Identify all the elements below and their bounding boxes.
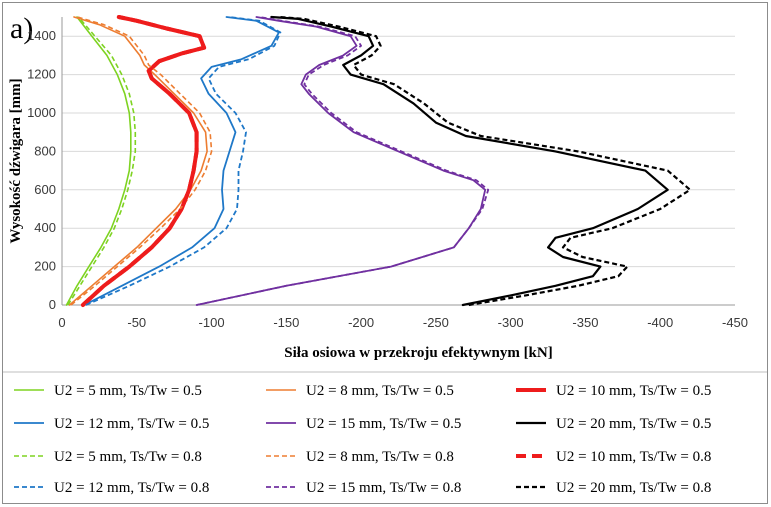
x-tick-label: -300 [498, 315, 524, 330]
legend-label: U2 = 10 mm, Ts/Tw = 0.8 [556, 449, 711, 465]
x-tick-label: -50 [127, 315, 146, 330]
x-tick-label: -100 [199, 315, 225, 330]
legend-label: U2 = 5 mm, Ts/Tw = 0.5 [54, 383, 202, 399]
x-tick-label: 0 [58, 315, 65, 330]
y-axis-title: Wysokość dźwigara [mm] [8, 78, 24, 243]
x-tick-label: -450 [722, 315, 748, 330]
series-line-10 [85, 16, 282, 306]
y-tick-label: 800 [34, 143, 56, 158]
series-line-1 [65, 16, 132, 306]
series-line-9 [81, 15, 207, 307]
x-tick-label: -350 [572, 315, 598, 330]
y-tick-label: 0 [49, 297, 56, 312]
legend-label: U2 = 20 mm, Ts/Tw = 0.8 [556, 480, 711, 496]
legend-label: U2 = 12 mm, Ts/Tw = 0.8 [54, 480, 209, 496]
x-tick-label: -200 [348, 315, 374, 330]
y-tick-label: 1200 [27, 67, 56, 82]
series-line-3 [80, 15, 207, 307]
legend-label: U2 = 15 mm, Ts/Tw = 0.8 [306, 480, 461, 496]
series-lines [65, 15, 692, 307]
legend-label: U2 = 10 mm, Ts/Tw = 0.5 [556, 383, 711, 399]
legend-label: U2 = 8 mm, Ts/Tw = 0.8 [306, 449, 454, 465]
panel-label: a) [10, 12, 34, 45]
legend-label: U2 = 8 mm, Ts/Tw = 0.5 [306, 383, 454, 399]
y-tick-label: 1000 [27, 105, 56, 120]
series-line-6 [270, 15, 669, 307]
legend-label: U2 = 20 mm, Ts/Tw = 0.5 [556, 416, 711, 432]
x-tick-label: -400 [647, 315, 673, 330]
grid-lines [62, 35, 735, 268]
series-line-8 [70, 16, 213, 306]
legend-label: U2 = 12 mm, Ts/Tw = 0.5 [54, 416, 209, 432]
series-line-7 [67, 16, 137, 306]
series-line-12 [278, 15, 692, 307]
legend-label: U2 = 5 mm, Ts/Tw = 0.8 [54, 449, 202, 465]
y-tick-label: 600 [34, 182, 56, 197]
legend: U2 = 5 mm, Ts/Tw = 0.5 U2 = 8 mm, Ts/Tw =… [14, 383, 711, 496]
y-tick-label: 400 [34, 220, 56, 235]
x-tick-label: -150 [273, 315, 299, 330]
y-tick-label: 1400 [27, 28, 56, 43]
series-line-11 [196, 16, 490, 306]
series-line-4 [83, 16, 280, 306]
x-tick-label: -250 [423, 315, 449, 330]
series-line-2 [68, 16, 208, 306]
axes: 0 200 400 600 800 1000 1200 1400 0 -50 -100 -150 -20… [27, 17, 748, 330]
y-tick-label: 200 [34, 259, 56, 274]
x-axis-title: Siła osiowa w przekroju efektywnym [kN] [284, 345, 552, 361]
legend-label: U2 = 15 mm, Ts/Tw = 0.5 [306, 416, 461, 432]
